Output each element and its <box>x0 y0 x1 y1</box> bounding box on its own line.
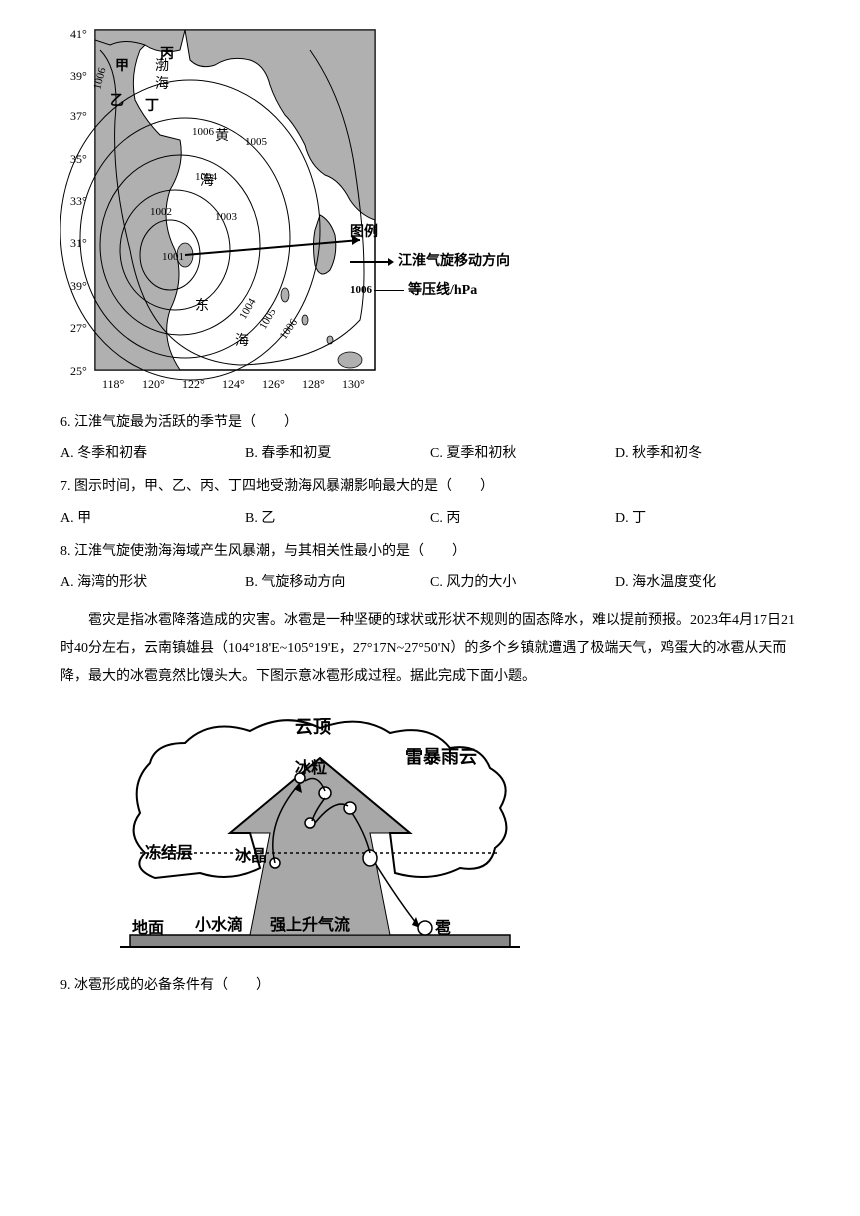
updraft-label: 强上升气流 <box>270 915 350 934</box>
q6-option-a: A. 冬季和初春 <box>60 441 245 466</box>
cloud-top-label: 云顶 <box>295 717 331 737</box>
q6-text: 6. 江淮气旋最为活跃的季节是（ ） <box>60 410 800 435</box>
place-jia: 甲 <box>115 58 129 74</box>
iso-1001: 1001 <box>162 251 184 263</box>
lat-35: 35° <box>70 152 87 166</box>
dong: 东 <box>195 298 209 314</box>
q7-option-d: D. 丁 <box>615 506 800 531</box>
hai-d: 海 <box>235 333 249 349</box>
lon-122: 122° <box>182 377 205 391</box>
ice-crystal-label: 冰晶 <box>235 846 267 865</box>
lat-25: 25° <box>70 364 87 378</box>
q7-text: 7. 图示时间，甲、乙、丙、丁四地受渤海风暴潮影响最大的是（ ） <box>60 474 800 499</box>
bohai-2: 海 <box>155 76 169 92</box>
map-legend: 图例 江淮气旋移动方向 1006 等压线/hPa <box>350 220 510 308</box>
q9-text: 9. 冰雹形成的必备条件有（ ） <box>60 973 800 998</box>
droplet-label: 小水滴 <box>195 915 243 934</box>
q8-option-b: B. 气旋移动方向 <box>245 570 430 595</box>
iso-1004b: 1004 <box>237 296 259 321</box>
lat-39: 39° <box>70 69 87 83</box>
passage-text: 雹灾是指冰雹降落造成的灾害。冰雹是一种坚硬的球状或形状不规则的固态降水，难以提前… <box>60 607 800 691</box>
isobar-line-icon <box>374 290 404 291</box>
q8-text: 8. 江淮气旋使渤海海域产生风暴潮，与其相关性最小的是（ ） <box>60 539 800 564</box>
q7-option-b: B. 乙 <box>245 506 430 531</box>
legend-isobar-text: 等压线/hPa <box>408 278 477 303</box>
legend-isobar-val: 1006 <box>350 281 372 301</box>
iso-1005: 1005 <box>245 136 268 148</box>
q8-option-a: A. 海湾的形状 <box>60 570 245 595</box>
arrow-icon <box>350 261 390 263</box>
thundercloud-label: 雷暴雨云 <box>405 747 477 767</box>
question-6: 6. 江淮气旋最为活跃的季节是（ ） A. 冬季和初春 B. 春季和初夏 C. … <box>60 410 800 466</box>
freeze-layer-label: 冻结层 <box>145 843 193 862</box>
q7-option-c: C. 丙 <box>430 506 615 531</box>
iso-1005b: 1005 <box>257 306 279 331</box>
lon-118: 118° <box>102 377 125 391</box>
lon-126: 126° <box>262 377 285 391</box>
lon-130: 130° <box>342 377 365 391</box>
place-yi: 乙 <box>110 93 124 109</box>
lon-120: 120° <box>142 377 165 391</box>
legend-arrow-text: 江淮气旋移动方向 <box>398 249 510 274</box>
isobar-map-figure: 41° 39° 37° 35° 33° 31° 39° 27° 25° 118°… <box>60 20 520 400</box>
q6-option-b: B. 春季和初夏 <box>245 441 430 466</box>
huang: 黄 <box>215 127 229 144</box>
lat-27: 27° <box>70 321 87 335</box>
iso-1004: 1004 <box>195 171 218 183</box>
legend-isobar-item: 1006 等压线/hPa <box>350 278 510 303</box>
lat-33: 33° <box>70 194 87 208</box>
q8-option-d: D. 海水温度变化 <box>615 570 800 595</box>
question-7: 7. 图示时间，甲、乙、丙、丁四地受渤海风暴潮影响最大的是（ ） A. 甲 B.… <box>60 474 800 530</box>
q6-option-c: C. 夏季和初秋 <box>430 441 615 466</box>
lon-124: 124° <box>222 377 245 391</box>
legend-title: 图例 <box>350 220 510 245</box>
ground-label: 地面 <box>132 918 164 937</box>
q6-option-d: D. 秋季和初冬 <box>615 441 800 466</box>
hail-label: 雹 <box>435 918 451 937</box>
q8-option-c: C. 风力的大小 <box>430 570 615 595</box>
iso-1006b: 1006 <box>278 316 301 341</box>
lat-39b: 39° <box>70 279 87 293</box>
lat-37: 37° <box>70 109 87 123</box>
ice-grain-label: 冰粒 <box>295 758 327 777</box>
hail-formation-figure: 云顶 雷暴雨云 冰粒 冻结层 冰晶 地面 小水滴 强上升气流 雹 <box>100 703 540 963</box>
lon-128: 128° <box>302 377 325 391</box>
iso-1003: 1003 <box>215 211 238 223</box>
question-9: 9. 冰雹形成的必备条件有（ ） <box>60 973 800 998</box>
bohai-1: 渤 <box>155 58 169 74</box>
q7-option-a: A. 甲 <box>60 506 245 531</box>
place-ding: 丁 <box>145 99 159 114</box>
iso-1006: 1006 <box>192 126 215 138</box>
lat-41: 41° <box>70 27 87 41</box>
lat-31: 31° <box>70 236 87 250</box>
question-8: 8. 江淮气旋使渤海海域产生风暴潮，与其相关性最小的是（ ） A. 海湾的形状 … <box>60 539 800 595</box>
legend-arrow-item: 江淮气旋移动方向 <box>350 249 510 274</box>
iso-1002: 1002 <box>150 206 172 218</box>
